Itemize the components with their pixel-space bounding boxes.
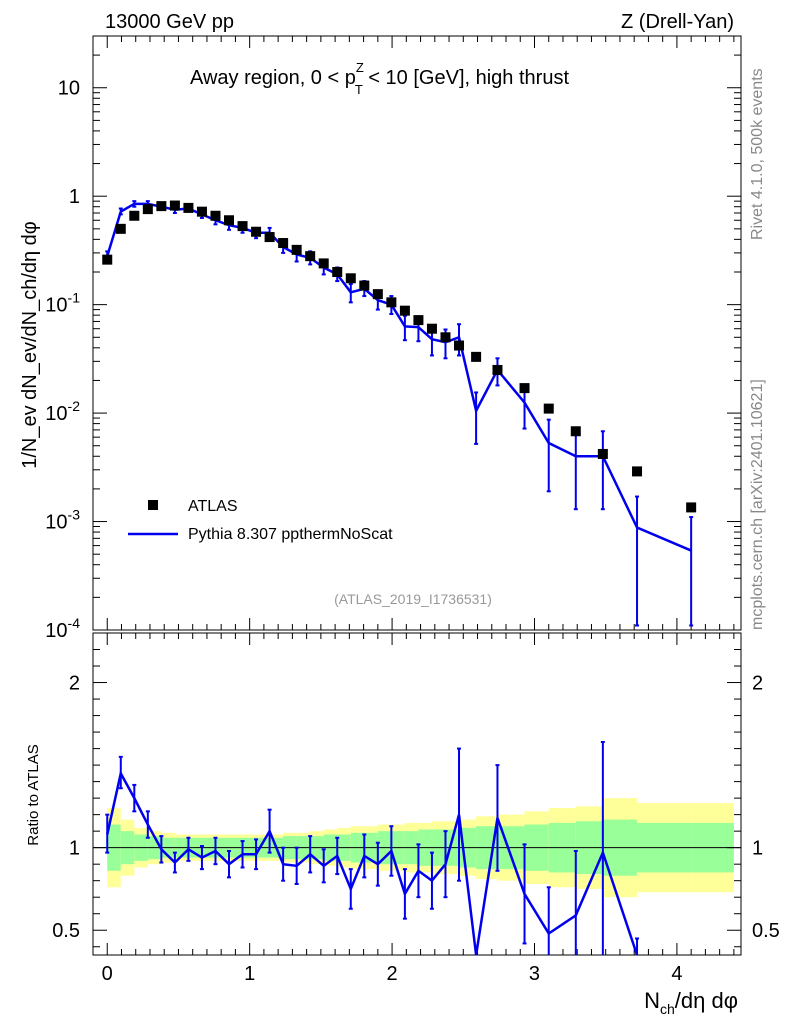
atlas-data-point [440,332,451,343]
atlas-data-point [196,206,207,217]
rivet-label: Rivet 4.1.0, 500k events [749,68,766,240]
y-tick-label: 10-1 [45,290,80,317]
atlas-data-point [519,383,530,394]
legend-pythia-label: Pythia 8.307 ppthermNoScat [188,526,393,543]
atlas-data-point [454,340,465,351]
atlas-data-point [686,502,697,513]
atlas-data-point [386,297,397,308]
atlas-data-point [156,201,167,212]
atlas-data-point [372,289,383,300]
ratio-y-tick-label-right: 0.5 [752,920,780,942]
atlas-data-point [426,323,437,334]
atlas-data-point [570,426,581,437]
atlas-data-point [399,305,410,316]
atlas-data-point [183,202,194,213]
y-tick-label: 10 [58,78,80,100]
y-tick-label: 10-4 [45,615,80,642]
atlas-data-point [102,254,113,265]
atlas-data-point [318,258,329,269]
atlas-data-point [492,364,503,375]
main-plot-frame [92,35,742,631]
ratio-y-tick-label: 0.5 [52,920,80,942]
atlas-data-point [169,200,180,211]
main-y-axis-label: 1/N_ev dN_ev/dN_ch/dη dφ [19,221,41,469]
atlas-data-point [413,315,424,326]
ratio-pythia-line [106,769,639,956]
x-tick-label: 2 [387,963,398,985]
atlas-data-point [471,351,482,362]
atlas-data-point [142,204,153,215]
mcplots-label: mcplots.cern.ch [arXiv:2401.10621] [749,379,766,630]
atlas-data-point [305,251,316,262]
x-tick-label: 1 [244,963,255,985]
atlas-data-point [129,210,140,221]
atlas-data-point [597,448,608,459]
atlas-data-point [251,226,262,237]
atlas-data-point [278,238,289,249]
atlas-data-point [115,223,126,234]
atlas-data-point [345,273,356,284]
x-tick-label: 0 [102,963,113,985]
atlas-data-point [359,280,370,291]
y-tick-label: 10-2 [45,398,80,425]
header-left: 13000 GeV pp [105,11,234,33]
atlas-data-point [237,221,248,232]
x-tick-label: 3 [529,963,540,985]
analysis-label: (ATLAS_2019_I1736531) [334,591,492,607]
plot-title: Away region, 0 < pZ T < 10 [GeV], high th… [190,60,569,97]
ratio-y-tick-label: 1 [69,838,80,860]
x-axis-label: Nch/dη dφ [644,988,738,1017]
header-right: Z (Drell-Yan) [621,11,734,33]
atlas-data-point [632,466,643,477]
ratio-y-tick-label: 2 [69,673,80,695]
legend-atlas-marker [148,500,158,510]
atlas-data-point [332,266,343,277]
x-tick-label: 4 [671,963,682,985]
ratio-y-tick-label-right: 1 [752,838,763,860]
ratio-plot-frame [92,632,742,956]
legend-atlas-label: ATLAS [188,498,238,515]
y-tick-label: 1 [69,186,80,208]
y-tick-label: 10-3 [45,507,80,534]
ratio-y-axis-label: Ratio to ATLAS [25,744,42,845]
atlas-data-point [224,215,235,226]
atlas-data-point [264,232,275,243]
atlas-data-point [291,244,302,255]
atlas-data-point [543,403,554,414]
atlas-data-point [210,210,221,221]
ratio-y-tick-label-right: 2 [752,673,763,695]
